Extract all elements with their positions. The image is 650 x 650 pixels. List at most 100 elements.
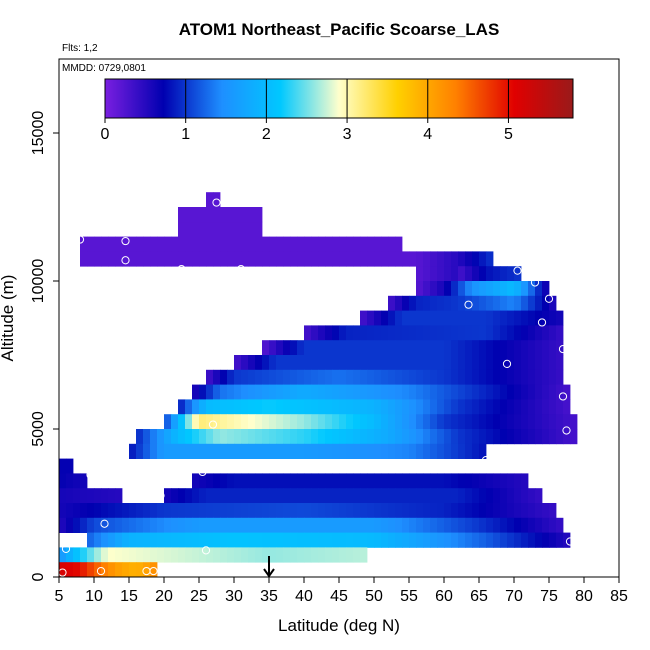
- heatmap-cell: [514, 310, 522, 326]
- heatmap-cell: [423, 384, 431, 400]
- heatmap-cell: [234, 207, 242, 223]
- heatmap-cell: [255, 384, 263, 400]
- heatmap-cell: [325, 236, 333, 252]
- heatmap-cell: [409, 399, 417, 415]
- heatmap-cell: [367, 473, 375, 489]
- heatmap-cell: [514, 414, 522, 430]
- heatmap-cell: [318, 369, 326, 385]
- heatmap-cell: [451, 325, 459, 341]
- heatmap-cell: [276, 399, 284, 415]
- sample-point: [565, 537, 575, 546]
- heatmap-cell: [430, 325, 438, 341]
- heatmap-cell: [325, 532, 333, 548]
- heatmap-cell: [129, 547, 137, 563]
- heatmap-cell: [430, 517, 438, 533]
- heatmap-cell: [423, 355, 431, 371]
- heatmap-cell: [66, 473, 74, 489]
- heatmap-cell: [388, 340, 396, 356]
- heatmap-cell: [409, 325, 417, 341]
- heatmap-cell: [388, 503, 396, 519]
- heatmap-cell: [353, 429, 361, 445]
- heatmap-cell: [220, 207, 228, 223]
- heatmap-cell: [150, 547, 158, 563]
- heatmap-cell: [108, 562, 116, 577]
- heatmap-cell: [199, 473, 207, 489]
- heatmap-cell: [220, 399, 228, 415]
- heatmap-cell: [290, 517, 298, 533]
- heatmap-cell: [325, 384, 333, 400]
- heatmap-cell: [514, 399, 522, 415]
- heatmap-cell: [80, 503, 88, 519]
- heatmap-cell: [339, 429, 347, 445]
- heatmap-cell: [346, 414, 354, 430]
- heatmap-cell: [507, 488, 515, 504]
- heatmap-cell: [493, 295, 501, 311]
- heatmap-cell: [206, 488, 214, 504]
- heatmap-cell: [346, 517, 354, 533]
- heatmap-cell: [500, 281, 508, 297]
- x-tick-label: 25: [190, 588, 208, 605]
- heatmap-cell: [262, 384, 270, 400]
- sample-point: [537, 318, 547, 327]
- heatmap-cell: [213, 384, 221, 400]
- heatmap-cell: [479, 517, 487, 533]
- heatmap-cell: [493, 340, 501, 356]
- heatmap-cell: [444, 399, 452, 415]
- heatmap-cell: [416, 384, 424, 400]
- heatmap-cell: [444, 281, 452, 297]
- marker-arrow-head: [263, 568, 275, 578]
- heatmap-cell: [227, 369, 235, 385]
- heatmap-cell: [325, 355, 333, 371]
- heatmap-cell: [129, 562, 137, 577]
- heatmap-cell: [318, 325, 326, 341]
- heatmap-cell: [192, 399, 200, 415]
- heatmap-cell: [535, 340, 543, 356]
- heatmap-cell: [241, 207, 249, 223]
- heatmap-cell: [178, 399, 186, 415]
- heatmap-cell: [458, 414, 466, 430]
- heatmap-cell: [185, 547, 193, 563]
- heatmap-cell: [381, 414, 389, 430]
- heatmap-cell: [381, 488, 389, 504]
- colorbar-tick-label: 3: [343, 126, 352, 143]
- sample-point: [334, 290, 344, 299]
- heatmap-cell: [374, 236, 382, 252]
- heatmap-cell: [381, 443, 389, 459]
- heatmap-cell: [185, 221, 193, 237]
- heatmap-cell: [199, 207, 207, 223]
- heatmap-cell: [507, 325, 515, 341]
- heatmap-cell: [430, 281, 438, 297]
- heatmap-cell: [311, 443, 319, 459]
- heatmap-cell: [395, 399, 403, 415]
- heatmap-cell: [325, 340, 333, 356]
- heatmap-cell: [374, 384, 382, 400]
- heatmap-cell: [423, 473, 431, 489]
- heatmap-cell: [549, 517, 557, 533]
- heatmap-cell: [241, 547, 249, 563]
- heatmap-cell: [332, 473, 340, 489]
- x-axis-label: Latitude (deg N): [278, 616, 400, 635]
- heatmap-cell: [346, 488, 354, 504]
- heatmap-cell: [241, 443, 249, 459]
- heatmap-cell: [507, 503, 515, 519]
- heatmap-cell: [465, 429, 473, 445]
- heatmap-cell: [115, 517, 123, 533]
- heatmap-cell: [500, 414, 508, 430]
- heatmap-cell: [143, 429, 151, 445]
- heatmap-cell: [290, 443, 298, 459]
- heatmap-cell: [360, 310, 368, 326]
- x-tick-label: 80: [575, 588, 593, 605]
- heatmap-cell: [227, 414, 235, 430]
- heatmap-cell: [185, 532, 193, 548]
- heatmap-cell: [402, 340, 410, 356]
- heatmap-cell: [500, 266, 508, 282]
- heatmap-cell: [514, 503, 522, 519]
- heatmap-cell: [157, 532, 165, 548]
- y-axis: 0 5000 10000 15000: [30, 111, 59, 581]
- heatmap-cell: [528, 369, 536, 385]
- heatmap-cell: [486, 281, 494, 297]
- heatmap-cell: [227, 503, 235, 519]
- heatmap-cell: [486, 355, 494, 371]
- heatmap-cell: [542, 281, 550, 297]
- heatmap-cell: [535, 429, 543, 445]
